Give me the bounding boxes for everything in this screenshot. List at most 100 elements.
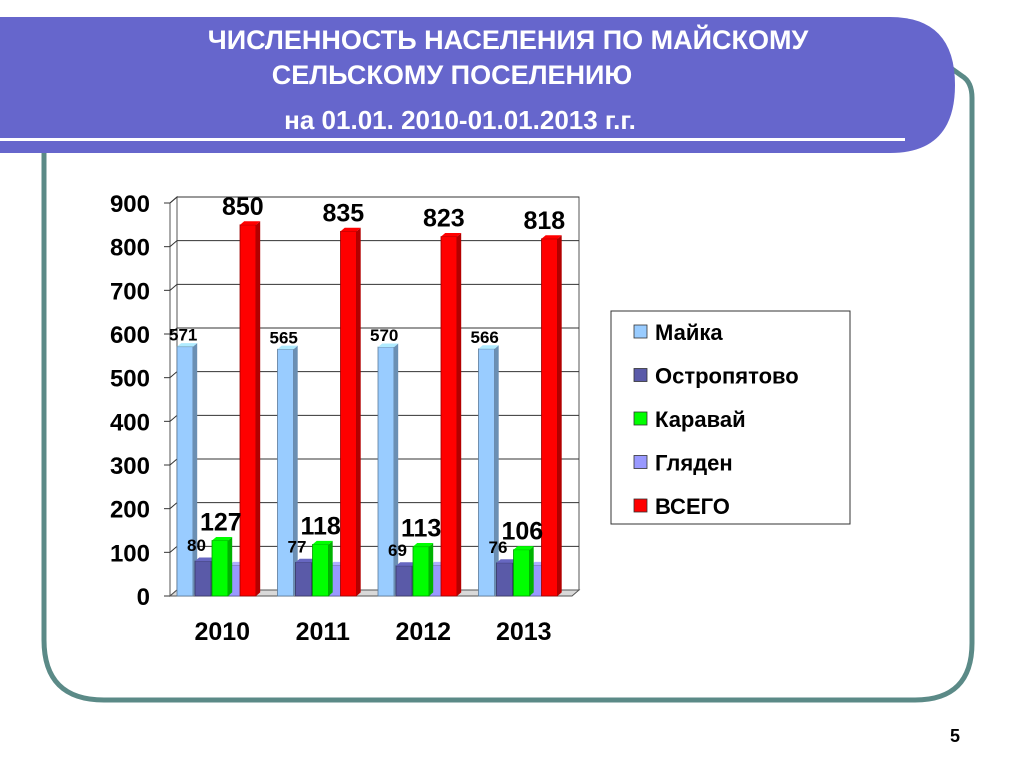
title-banner <box>0 17 955 153</box>
bar-front <box>312 544 329 597</box>
bar-front <box>496 562 513 597</box>
bar-2013-0 <box>478 345 499 597</box>
bar-front <box>194 560 212 597</box>
data-label: 570 <box>370 326 398 345</box>
bar-front <box>211 540 229 597</box>
bar-top <box>177 343 198 347</box>
data-label: 127 <box>200 509 242 537</box>
legend: Майка Остропятово Каравай Гляден ВСЕГО <box>610 310 851 525</box>
slide-title-line-3: на 01.01. 2010-01.01.2013 г.г. <box>284 105 636 135</box>
bar-side <box>193 343 198 596</box>
data-label: 818 <box>524 207 566 235</box>
data-label: 77 <box>288 537 307 556</box>
bar-side <box>557 235 562 596</box>
y-tick-label: 200 <box>110 497 150 524</box>
bar-side <box>293 345 298 596</box>
bar-2011-2 <box>312 540 333 597</box>
legend-label: Каравай <box>655 407 746 432</box>
bar-2010-2 <box>211 536 233 597</box>
bar-side <box>328 540 333 596</box>
data-label: 565 <box>270 328 298 347</box>
bar-side <box>494 345 499 596</box>
bar-front <box>239 224 257 597</box>
data-label: 113 <box>401 515 441 543</box>
bar-2010-4 <box>239 221 261 597</box>
bar-2012-4 <box>440 233 462 597</box>
bar-2012-2 <box>412 543 434 597</box>
bar-top <box>312 540 333 545</box>
bar-2013-4 <box>541 235 562 597</box>
bar-front <box>395 565 413 597</box>
x-tick-label: 2010 <box>194 618 250 646</box>
bar-top <box>340 227 361 232</box>
x-tick-label: 2013 <box>496 618 552 646</box>
title-underline <box>0 138 905 141</box>
bar-front <box>295 561 312 597</box>
bar-front <box>277 348 294 597</box>
legend-box <box>610 310 851 525</box>
bar-front <box>176 346 194 597</box>
bar-front <box>478 348 495 597</box>
bar-top <box>295 558 316 563</box>
bar-2010-0 <box>176 343 198 597</box>
legend-swatch <box>633 455 648 469</box>
legend-swatch <box>633 324 648 339</box>
data-label: 76 <box>489 538 508 557</box>
y-tick-label: 400 <box>110 409 150 436</box>
bar-side <box>394 343 399 596</box>
bar-top <box>513 546 534 550</box>
data-label: 571 <box>169 326 197 345</box>
data-label: 80 <box>187 536 206 555</box>
bar-2012-0 <box>377 343 399 597</box>
bar-top <box>413 543 434 547</box>
bars-layer <box>176 221 562 597</box>
bar-top <box>195 557 216 562</box>
y-tick-label: 700 <box>110 278 150 305</box>
bar-top <box>478 345 499 349</box>
data-label: 106 <box>502 518 544 546</box>
gridline <box>169 196 579 204</box>
legend-label: Остропятово <box>655 364 799 389</box>
slide-title-line-2: СЕЛЬСКОМУ ПОСЕЛЕНИЮ <box>271 60 633 90</box>
legend-swatch <box>633 411 648 426</box>
data-label: 823 <box>423 205 465 233</box>
y-tick-label: 800 <box>110 235 150 262</box>
legend-label: Майка <box>655 320 723 345</box>
legend-swatch <box>633 498 648 513</box>
x-tick-label: 2012 <box>395 618 451 646</box>
content-frame <box>41 63 975 703</box>
bar-top <box>396 562 417 566</box>
y-tick-label: 500 <box>110 366 150 393</box>
bar-side <box>457 233 462 597</box>
data-label: 850 <box>222 193 264 221</box>
data-label: 835 <box>323 199 365 227</box>
bar-top <box>441 233 462 237</box>
bar-top <box>240 221 261 225</box>
page-number: 5 <box>949 726 960 746</box>
data-label: 69 <box>388 541 407 560</box>
y-tick-label: 0 <box>137 584 150 611</box>
y-tick-label: 100 <box>110 540 150 567</box>
bar-2013-2 <box>513 546 534 597</box>
bar-front <box>340 230 357 597</box>
bar-side <box>356 227 361 597</box>
bar-front <box>541 238 558 597</box>
y-tick-label: 300 <box>110 453 150 480</box>
bar-top <box>496 559 517 563</box>
x-tick-label: 2011 <box>296 618 350 646</box>
chart-side-wall <box>169 195 178 598</box>
bar-top <box>212 536 233 541</box>
legend-label: Гляден <box>655 451 733 476</box>
data-label: 566 <box>471 328 499 347</box>
bar-side <box>228 536 233 596</box>
y-tick-label: 600 <box>110 322 150 349</box>
bar-top <box>277 345 298 350</box>
y-tick-label: 900 <box>110 191 150 218</box>
bar-front <box>513 549 530 597</box>
bar-side <box>256 221 261 596</box>
slide-title-line-1: ЧИСЛЕННОСТЬ НАСЕЛЕНИЯ ПО МАЙСКОМУ <box>207 25 809 55</box>
bar-2011-4 <box>340 227 361 597</box>
